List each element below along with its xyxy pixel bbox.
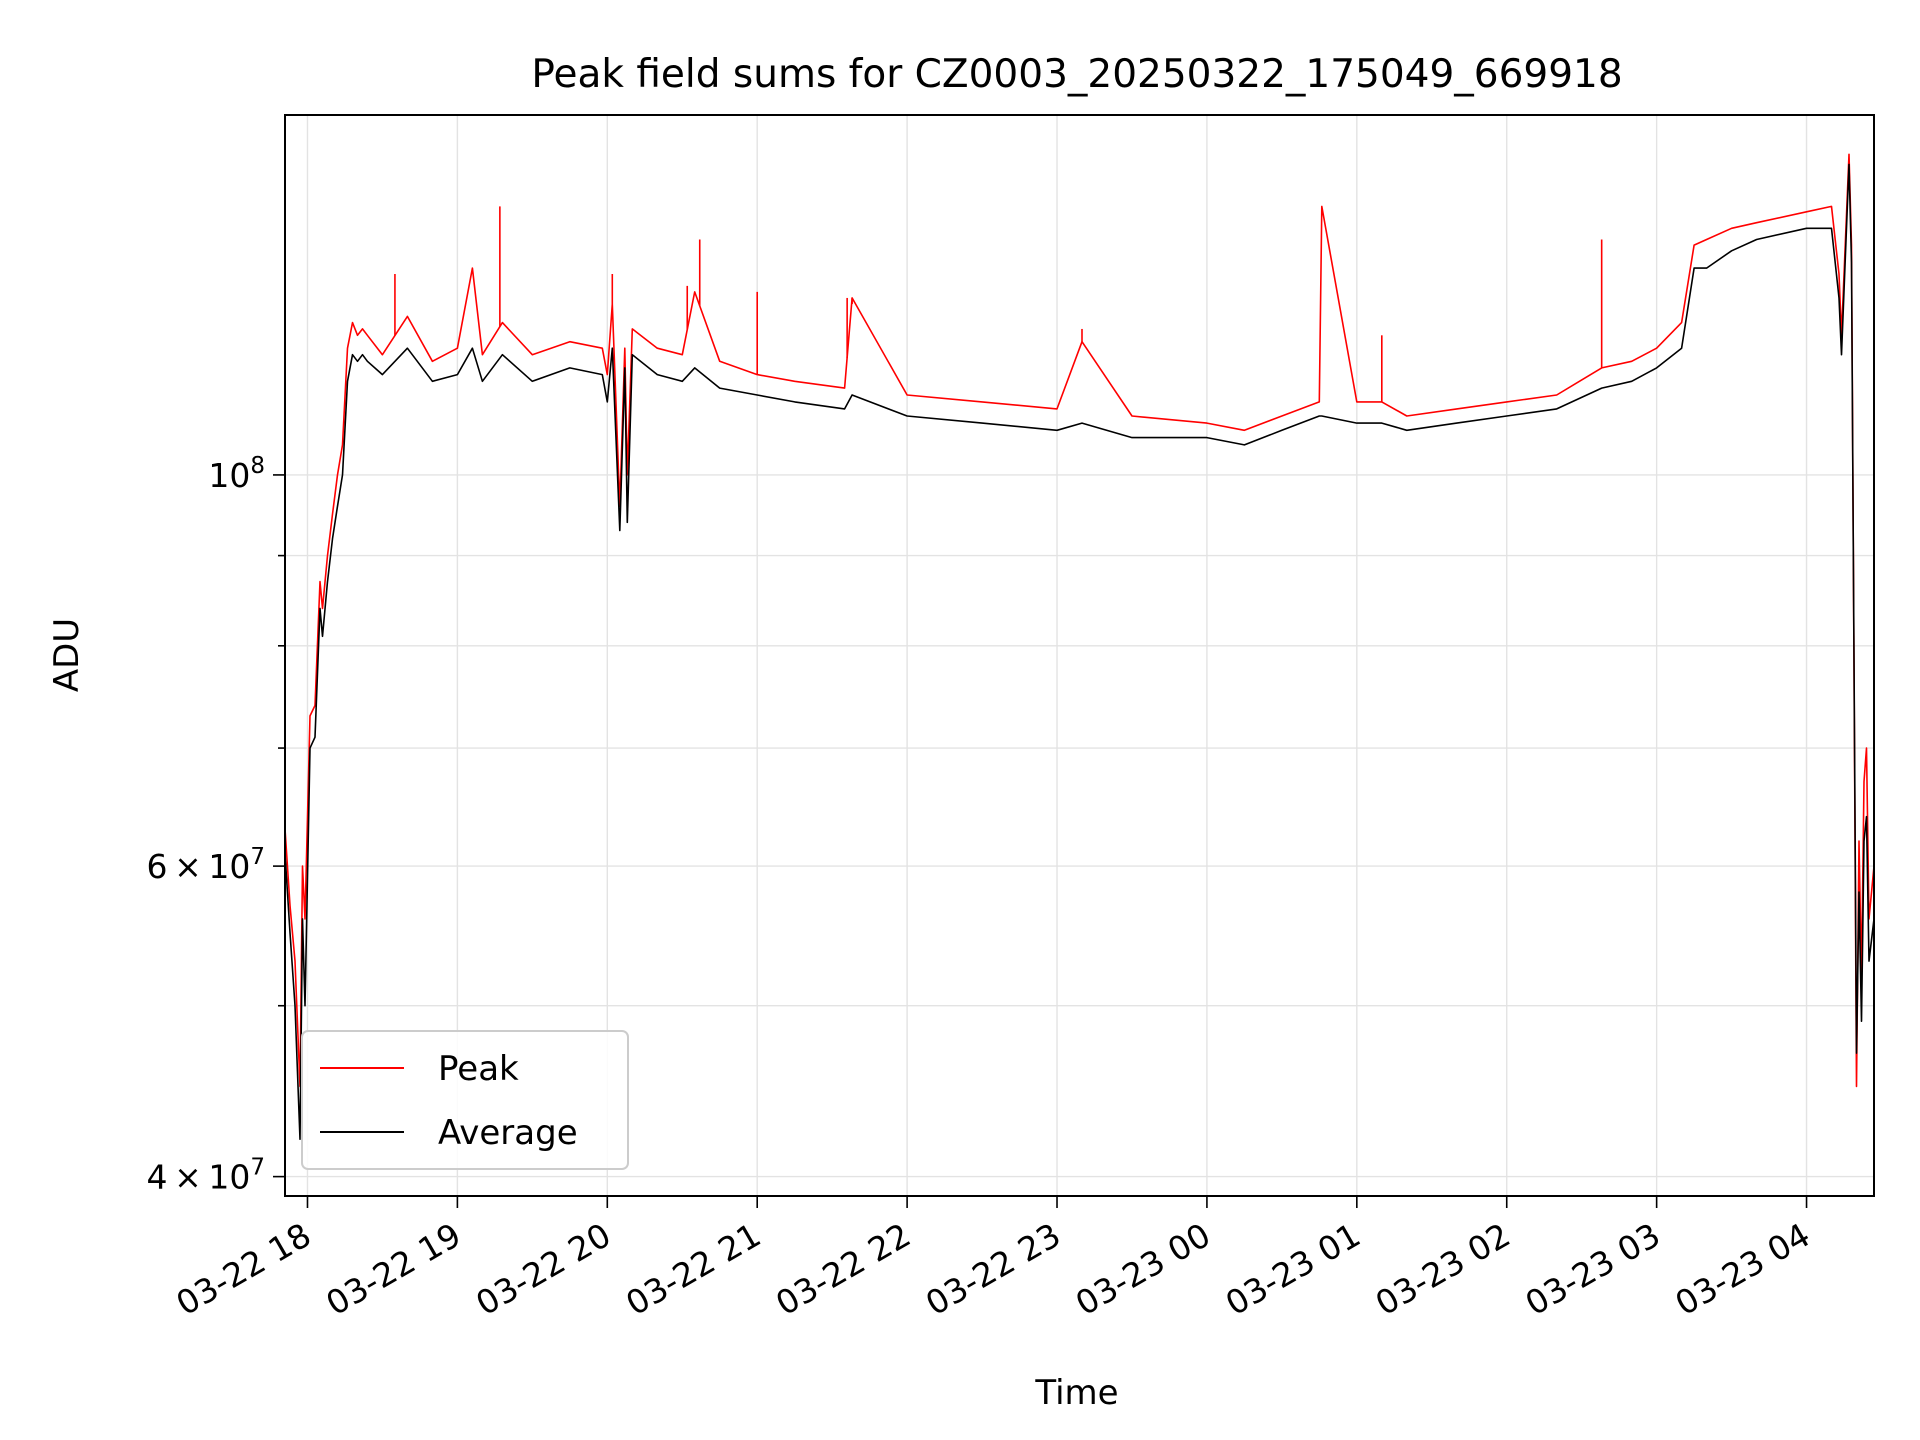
y-tick-label: 6 × 107 [147,844,265,886]
series-line-average [284,163,1875,1140]
legend-average-label: Average [438,1113,578,1153]
y-axis: 4 × 107 6 × 107 108 [147,453,285,1197]
plot-lines [284,153,1875,1140]
legend-peak-label: Peak [438,1049,519,1089]
series-peak [284,153,1875,1088]
grid [285,115,1874,1196]
series-line-peak [284,153,1875,1088]
axes-frame [284,114,1875,1197]
y-tick-label: 108 [208,453,265,495]
y-tick-label: 4 × 107 [147,1155,265,1197]
legend-frame [301,1030,629,1170]
legend: Peak Average [301,1030,629,1170]
y-axis-label: ADU [47,618,87,692]
x-axis-label: Time [1034,1373,1118,1413]
series-average [284,163,1875,1140]
chart-title: Peak field sums for CZ0003_20250322_1750… [531,52,1622,97]
